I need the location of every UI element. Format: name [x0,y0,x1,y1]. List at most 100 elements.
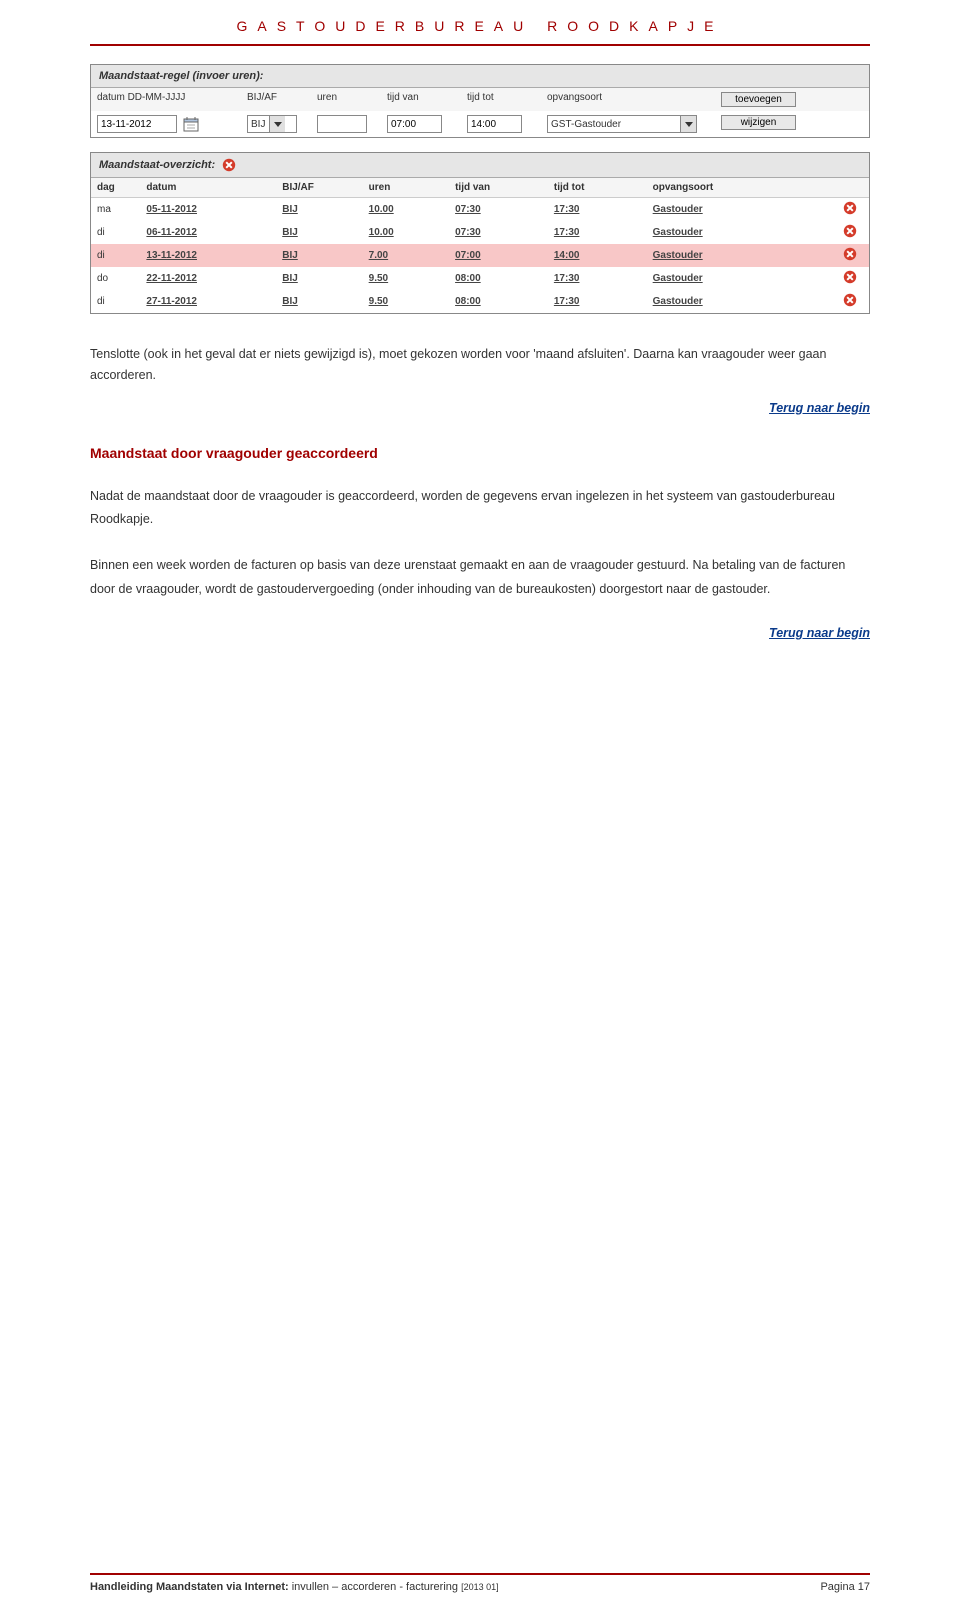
close-icon[interactable] [222,158,236,172]
cell-tijdtot[interactable]: 17:30 [548,221,647,244]
cell-opvang[interactable]: Gastouder [647,198,832,222]
cell-tijdtot[interactable]: 17:30 [548,198,647,222]
cell-datum[interactable]: 13-11-2012 [140,244,276,267]
para-tenslotte: Tenslotte (ook in het geval dat er niets… [90,344,870,387]
cell-tijdvan[interactable]: 08:00 [449,267,548,290]
invoer-panel-header: Maandstaat-regel (invoer uren): [91,65,869,88]
cell-delete [832,290,869,313]
overzicht-header-row: dag datum BIJ/AF uren tijd van tijd tot … [91,178,869,198]
dropdown-arrow-icon [680,116,696,132]
page-footer: Handleiding Maandstaten via Internet: in… [90,1573,870,1593]
table-row[interactable]: do22-11-2012BIJ9.5008:0017:30Gastouder [91,267,869,290]
tijdtot-input[interactable] [467,115,522,133]
table-row[interactable]: di06-11-2012BIJ10.0007:3017:30Gastouder [91,221,869,244]
col-datum-label: datum DD-MM-JJJJ [91,88,241,111]
cell-dag: di [91,290,140,313]
cell-delete [832,198,869,222]
dropdown-arrow-icon [269,116,285,132]
cell-uren[interactable]: 7.00 [363,244,449,267]
page-header-title: GASTOUDERBUREAU ROODKAPJE [90,0,870,44]
th-tijdvan: tijd van [449,178,548,198]
terug-link-wrap-1: Terug naar begin [90,399,870,417]
table-row[interactable]: di27-11-2012BIJ9.5008:0017:30Gastouder [91,290,869,313]
th-uren: uren [363,178,449,198]
cell-opvang[interactable]: Gastouder [647,244,832,267]
opvang-select[interactable]: GST-Gastouder [547,115,697,133]
cell-tijdvan[interactable]: 07:30 [449,221,548,244]
toevoegen-button[interactable]: toevoegen [721,92,796,107]
terug-link[interactable]: Terug naar begin [769,626,870,640]
cell-datum[interactable]: 05-11-2012 [140,198,276,222]
section-heading: Maandstaat door vraagouder geaccordeerd [90,445,870,461]
th-opvang: opvangsoort [647,178,832,198]
cell-tijdtot[interactable]: 17:30 [548,267,647,290]
cell-tijdtot[interactable]: 17:30 [548,290,647,313]
wijzigen-button[interactable]: wijzigen [721,115,796,130]
header-divider [90,44,870,46]
cell-bijaf[interactable]: BIJ [276,267,362,290]
delete-icon[interactable] [843,293,857,307]
table-row[interactable]: ma05-11-2012BIJ10.0007:3017:30Gastouder [91,198,869,222]
delete-icon[interactable] [843,247,857,261]
delete-icon[interactable] [843,201,857,215]
overzicht-panel: Maandstaat-overzicht: dag datum BIJ/AF u… [90,152,870,314]
cell-bijaf[interactable]: BIJ [276,290,362,313]
footer-left-rest: invullen – accorderen - facturering [289,1581,461,1593]
cell-opvang[interactable]: Gastouder [647,221,832,244]
overzicht-panel-header: Maandstaat-overzicht: [91,153,869,178]
cell-tijdtot[interactable]: 14:00 [548,244,647,267]
col-bijaf-label: BIJ/AF [241,88,311,111]
col-opvang-label: opvangsoort [541,88,711,111]
calendar-icon[interactable] [183,116,199,132]
delete-icon[interactable] [843,270,857,284]
cell-uren[interactable]: 10.00 [363,221,449,244]
uren-input[interactable] [317,115,367,133]
tijdvan-input[interactable] [387,115,442,133]
cell-uren[interactable]: 10.00 [363,198,449,222]
cell-dag: di [91,221,140,244]
footer-divider [90,1573,870,1575]
cell-uren[interactable]: 9.50 [363,290,449,313]
cell-opvang[interactable]: Gastouder [647,290,832,313]
footer-edition: [2013 01] [461,1582,499,1592]
cell-bijaf[interactable]: BIJ [276,244,362,267]
overzicht-title-text: Maandstaat-overzicht: [99,159,215,171]
cell-datum[interactable]: 22-11-2012 [140,267,276,290]
cell-datum[interactable]: 06-11-2012 [140,221,276,244]
overzicht-table: dag datum BIJ/AF uren tijd van tijd tot … [91,178,869,313]
col-uren-label: uren [311,88,381,111]
cell-dag: ma [91,198,140,222]
col-tijdtot-label: tijd tot [461,88,541,111]
invoer-header-row: datum DD-MM-JJJJ BIJ/AF uren tijd van ti… [91,88,869,111]
cell-tijdvan[interactable]: 07:00 [449,244,548,267]
cell-bijaf[interactable]: BIJ [276,198,362,222]
opvang-value: GST-Gastouder [551,119,676,130]
col-tijdvan-label: tijd van [381,88,461,111]
cell-delete [832,267,869,290]
table-row[interactable]: di13-11-2012BIJ7.0007:0014:00Gastouder [91,244,869,267]
cell-bijaf[interactable]: BIJ [276,221,362,244]
cell-uren[interactable]: 9.50 [363,267,449,290]
bijaf-select[interactable]: BIJ [247,115,297,133]
delete-icon[interactable] [843,224,857,238]
para-nadat: Nadat de maandstaat door de vraagouder i… [90,485,870,533]
cell-opvang[interactable]: Gastouder [647,267,832,290]
bijaf-value: BIJ [251,119,265,130]
th-delete [832,178,869,198]
datum-input[interactable] [97,115,177,133]
cell-tijdvan[interactable]: 08:00 [449,290,548,313]
terug-link-wrap-2: Terug naar begin [90,624,870,642]
footer-left: Handleiding Maandstaten via Internet: in… [90,1581,499,1593]
invoer-input-row: BIJ GST-Gastouder wijzigen [91,111,869,137]
cell-datum[interactable]: 27-11-2012 [140,290,276,313]
para-binnen: Binnen een week worden de facturen op ba… [90,554,870,602]
invoer-panel: Maandstaat-regel (invoer uren): datum DD… [90,64,870,138]
th-bijaf: BIJ/AF [276,178,362,198]
cell-tijdvan[interactable]: 07:30 [449,198,548,222]
th-dag: dag [91,178,140,198]
th-tijdtot: tijd tot [548,178,647,198]
cell-dag: do [91,267,140,290]
footer-right: Pagina 17 [820,1581,870,1593]
terug-link[interactable]: Terug naar begin [769,401,870,415]
footer-left-bold: Handleiding Maandstaten via Internet: [90,1581,289,1593]
